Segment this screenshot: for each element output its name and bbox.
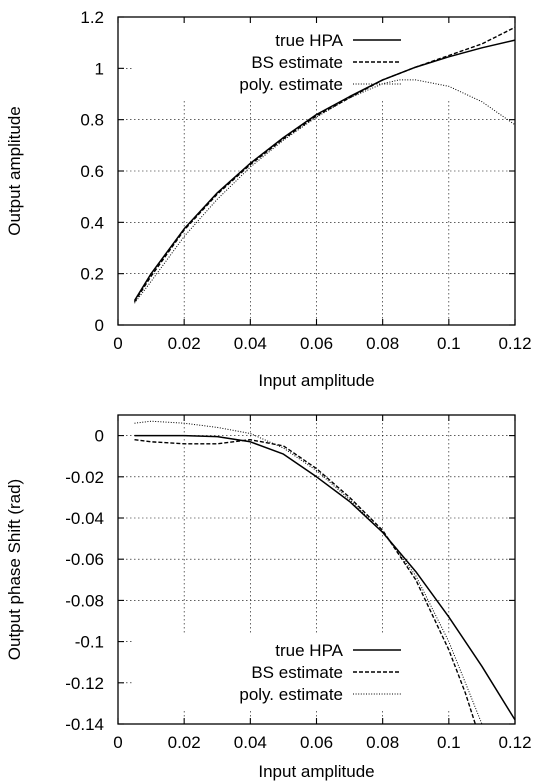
y-tick-label: -0.1: [75, 633, 104, 652]
y-tick-label: 0: [95, 427, 104, 446]
series-line-solid: [134, 434, 516, 721]
y-axis-title: Output amplitude: [5, 106, 24, 235]
y-tick-label: 1: [95, 59, 104, 78]
x-tick-label: 0.1: [437, 334, 461, 353]
x-tick-label: 0.04: [234, 334, 267, 353]
y-tick-label: 1.2: [80, 8, 104, 27]
x-tick-label: 0.08: [366, 733, 399, 752]
y-tick-label: 0: [95, 316, 104, 335]
x-tick-label: 0.02: [168, 334, 201, 353]
x-tick-label: 0.02: [168, 733, 201, 752]
y-tick-label: -0.14: [65, 715, 104, 734]
x-tick-label: 0: [113, 733, 122, 752]
x-tick-label: 0: [113, 334, 122, 353]
y-axis-title: Output phase Shift (rad): [5, 479, 24, 660]
y-tick-label: 0.6: [80, 162, 104, 181]
legend-label: BS estimate: [251, 53, 343, 72]
x-tick-label: 0.12: [498, 733, 531, 752]
x-axis-title: Input amplitude: [258, 762, 374, 781]
x-tick-label: 0.12: [498, 334, 531, 353]
legend-label: poly. estimate: [239, 685, 343, 704]
plot-frame: [117, 414, 516, 725]
phase-chart: 0 0.02 0.04 0.06 0.08 0.1 0.12 0 -0.02 -0.04 -0.06…: [5, 414, 532, 781]
series-line-dashed: [133, 26, 516, 303]
x-tick-label: 0.04: [234, 733, 267, 752]
y-tick-label: 0.4: [80, 213, 104, 232]
series-line-dotted: [134, 420, 483, 725]
legend-label: poly. estimate: [239, 75, 343, 94]
legend-label: true HPA: [275, 641, 343, 660]
y-tick-label: 0.2: [80, 265, 104, 284]
x-tick-label: 0.08: [366, 334, 399, 353]
plot-frame: [117, 16, 516, 326]
legend-label: true HPA: [275, 31, 343, 50]
y-tick-label: -0.08: [65, 591, 104, 610]
x-tick-label: 0.06: [300, 733, 333, 752]
legend-background: [133, 25, 523, 99]
y-tick-label: -0.04: [65, 509, 104, 528]
series-line-dashed: [134, 439, 476, 725]
x-axis-title: Input amplitude: [258, 371, 374, 390]
y-tick-label: -0.02: [65, 468, 104, 487]
y-tick-label: -0.06: [65, 550, 104, 569]
series-line-dotted: [134, 79, 516, 304]
x-tick-label: 0.1: [437, 733, 461, 752]
y-tick-label: -0.12: [65, 674, 104, 693]
x-tick-label: 0.06: [300, 334, 333, 353]
y-tick-label: 0.8: [80, 111, 104, 130]
legend-label: BS estimate: [251, 663, 343, 682]
amplitude-chart: 0 0.02 0.04 0.06 0.08 0.1 0.12 0 0.2 0.4 0.6 0.8 1 1.…: [5, 8, 532, 390]
series-line-solid: [133, 39, 516, 301]
